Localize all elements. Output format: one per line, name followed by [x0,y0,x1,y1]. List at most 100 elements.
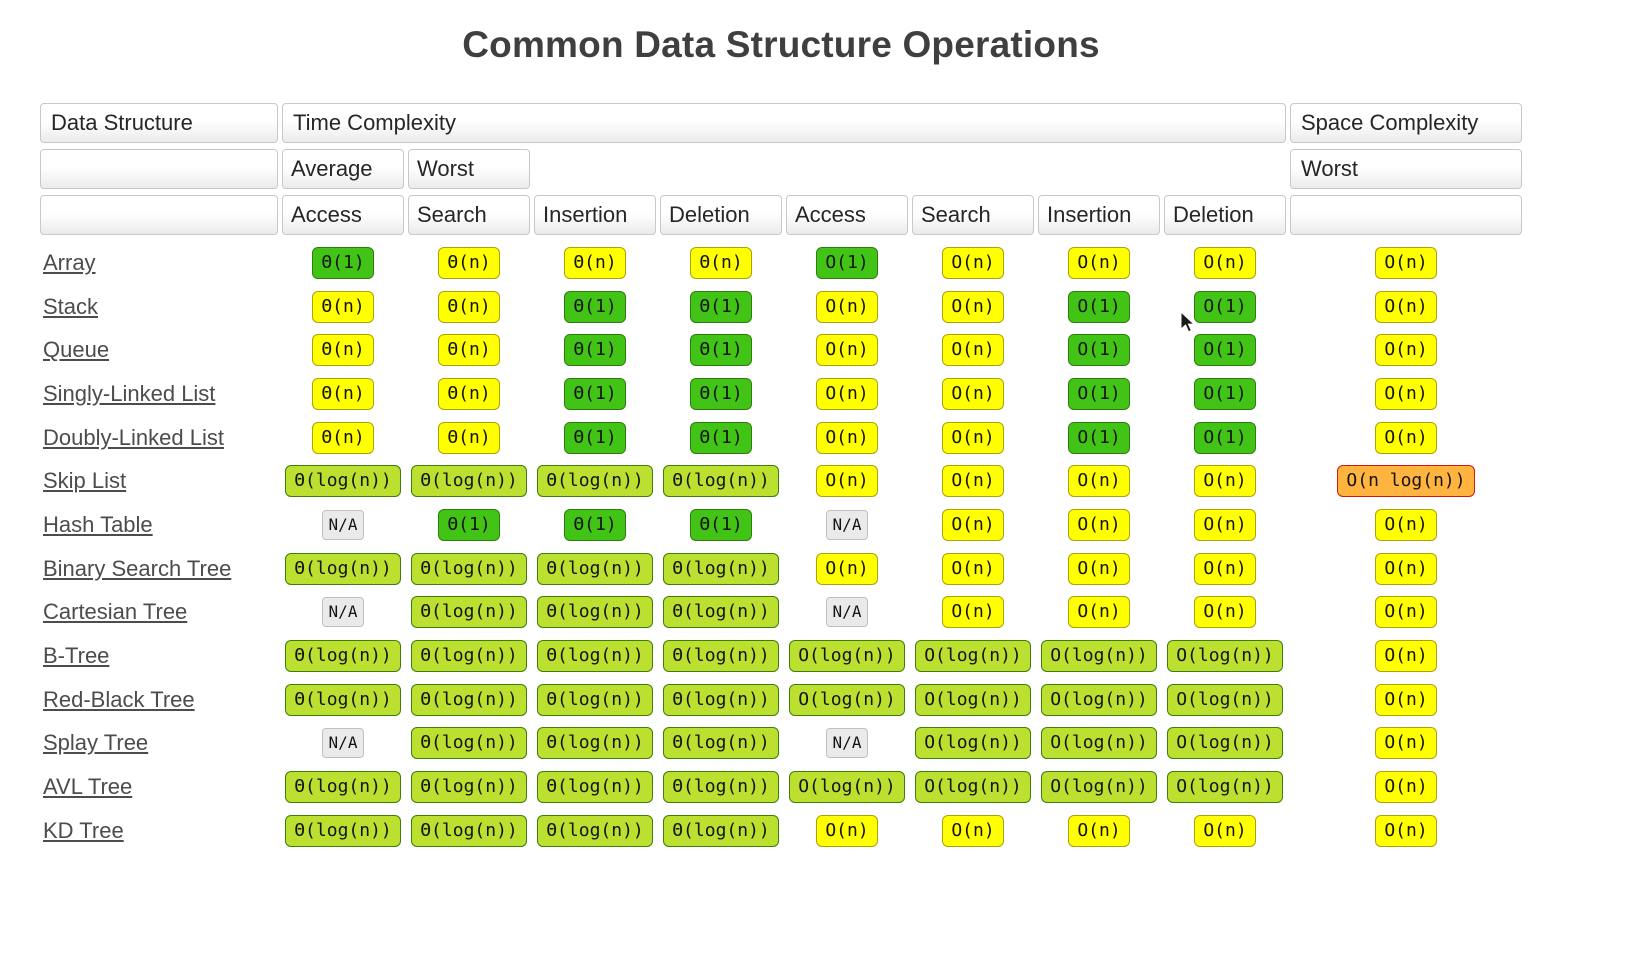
datastructure-link[interactable]: Skip List [43,468,127,494]
complexity-cell: Θ(n) [408,421,530,454]
complexity-badge: Θ(log(n)) [285,465,401,498]
complexity-cell: O(log(n)) [912,771,1034,804]
complexity-cell: O(n) [912,290,1034,323]
complexity-cell: O(1) [1164,421,1286,454]
complexity-badge: O(n) [942,814,1004,847]
complexity-cell: O(n) [1038,508,1160,541]
datastructure-link[interactable]: KD Tree [43,817,124,843]
complexity-badge: Θ(log(n)) [663,683,779,716]
complexity-badge: Θ(log(n)) [285,552,401,585]
complexity-cell: Θ(log(n)) [408,814,530,847]
datastructure-link[interactable]: AVL Tree [43,774,133,800]
complexity-cell: Θ(log(n)) [534,596,656,629]
complexity-cell: O(n) [1038,552,1160,585]
complexity-cell: Θ(log(n)) [408,727,530,760]
table-row: Queue Θ(n) Θ(n) Θ(1) Θ(1) O(n) O(n) O(1) O(1) O(n… [40,328,1522,372]
table-row: Splay Tree N/A Θ(log(n)) Θ(log(n)) Θ(log(n))… [40,722,1522,766]
complexity-badge: Θ(log(n)) [663,814,779,847]
header-op-deletion: Deletion [1164,195,1286,235]
datastructure-link[interactable]: Stack [43,293,99,319]
complexity-badge: Θ(log(n)) [537,814,653,847]
space-complexity-cell: O(n) [1290,290,1522,323]
complexity-badge: Θ(log(n)) [285,771,401,804]
header-row-2: Average Worst Worst [40,149,1522,189]
complexity-badge: O(n) [1068,246,1130,279]
row-label-cell: Cartesian Tree [40,599,278,625]
complexity-badge: Θ(n) [312,290,374,323]
complexity-badge: Θ(log(n)) [537,465,653,498]
complexity-badge: Θ(log(n)) [663,640,779,673]
datastructure-link[interactable]: Splay Tree [43,730,149,756]
complexity-badge: O(n) [816,552,878,585]
complexity-cell: O(n) [1164,508,1286,541]
complexity-cell: O(n) [1164,465,1286,498]
complexity-badge: O(n) [1194,465,1256,498]
complexity-cell: O(1) [1038,334,1160,367]
complexity-cell: O(1) [1164,290,1286,323]
complexity-cell: O(n) [786,290,908,323]
complexity-badge: O(log(n)) [915,640,1031,673]
complexity-badge: O(log(n)) [1167,727,1283,760]
datastructure-link[interactable]: Cartesian Tree [43,599,188,625]
complexity-cell: O(n) [912,334,1034,367]
complexity-badge: O(n) [816,377,878,410]
complexity-badge: O(log(n)) [1167,683,1283,716]
complexity-badge: Θ(n) [438,421,500,454]
complexity-cell: O(n) [912,508,1034,541]
complexity-badge: Θ(1) [564,421,626,454]
datastructure-link[interactable]: Red-Black Tree [43,686,195,712]
complexity-cell: Θ(n) [534,246,656,279]
datastructure-link[interactable]: Doubly-Linked List [43,424,224,450]
datastructure-link[interactable]: Binary Search Tree [43,555,232,581]
complexity-badge: Θ(n) [438,246,500,279]
header-op-insertion: Insertion [534,195,656,235]
complexity-badge: O(n) [1194,814,1256,847]
complexity-cell: Θ(n) [408,334,530,367]
complexity-cell: O(1) [1038,377,1160,410]
space-complexity-cell: O(n) [1290,421,1522,454]
na-badge: N/A [321,509,365,540]
complexity-badge: O(log(n)) [915,727,1031,760]
mouse-cursor-icon [1180,312,1196,333]
complexity-cell: O(n) [786,465,908,498]
table-row: Skip List Θ(log(n)) Θ(log(n)) Θ(log(n)) Θ(lo… [40,459,1522,503]
complexity-badge: O(n) [1375,552,1437,585]
datastructure-link[interactable]: Array [43,249,96,275]
complexity-cell: O(log(n)) [1164,640,1286,673]
complexity-badge: Θ(1) [690,334,752,367]
datastructure-link[interactable]: B-Tree [43,643,110,669]
complexity-cell: Θ(n) [408,290,530,323]
complexity-cell: Θ(log(n)) [282,465,404,498]
complexity-badge: O(n) [1375,421,1437,454]
complexity-cell: O(1) [1038,290,1160,323]
complexity-cell: Θ(log(n)) [534,814,656,847]
complexity-cell: O(n) [786,814,908,847]
datastructure-link[interactable]: Hash Table [43,511,153,537]
complexity-badge: O(1) [1194,290,1256,323]
complexity-cell: O(1) [1164,334,1286,367]
complexity-cell: N/A [786,509,908,541]
complexity-cell: Θ(log(n)) [408,465,530,498]
complexity-badge: O(n) [1375,246,1437,279]
complexity-badge: O(n) [1375,377,1437,410]
row-label-cell: Binary Search Tree [40,556,278,582]
complexity-badge: O(1) [1194,334,1256,367]
complexity-cell: O(n) [1164,814,1286,847]
complexity-cell: Θ(1) [534,377,656,410]
complexity-cell: Θ(log(n)) [282,552,404,585]
datastructure-link[interactable]: Queue [43,337,110,363]
row-label-cell: Doubly-Linked List [40,425,278,451]
complexity-badge: Θ(log(n)) [537,552,653,585]
complexity-cell: Θ(log(n)) [534,771,656,804]
complexity-badge: O(n) [1375,508,1437,541]
complexity-badge: O(n) [1375,727,1437,760]
table-row: Red-Black Tree Θ(log(n)) Θ(log(n)) Θ(log(n)… [40,678,1522,722]
datastructure-link[interactable]: Singly-Linked List [43,380,216,406]
complexity-cell: O(n) [1038,596,1160,629]
complexity-badge: O(n) [816,814,878,847]
complexity-cell: O(1) [786,246,908,279]
header-row-1: Data Structure Time Complexity Space Com… [40,103,1522,143]
complexity-cell: Θ(n) [408,246,530,279]
complexity-badge: Θ(n) [312,377,374,410]
complexity-badge: O(log(n)) [1041,683,1157,716]
